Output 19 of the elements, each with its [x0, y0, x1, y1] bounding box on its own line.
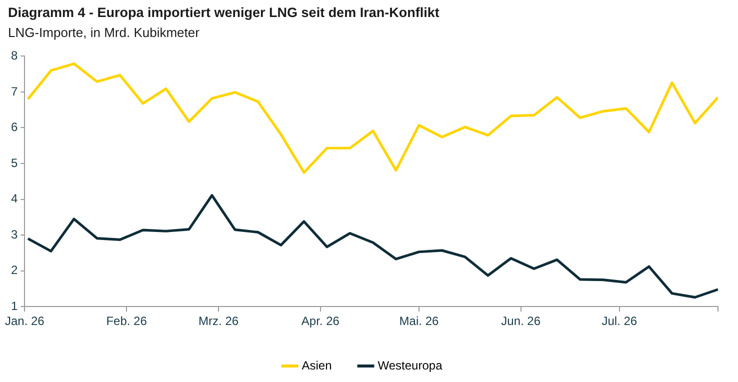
y-tick-label: 8 — [10, 48, 18, 63]
x-tick-label: Jun. 26 — [501, 314, 541, 328]
y-tick-label: 2 — [10, 263, 18, 278]
chart-title: Diagramm 4 - Europa importiert weniger LNG seit dem Iran-Konflikt — [8, 5, 440, 20]
x-tick-label: Jul. 26 — [602, 314, 638, 328]
y-tick-label: 7 — [10, 84, 18, 98]
x-tick-label: Feb. 26 — [106, 314, 148, 328]
chart-subtitle: LNG-Importe, in Mrd. Kubikmeter — [8, 25, 200, 40]
x-tick-label: Mrz. 26 — [198, 314, 239, 328]
legend-label: Westeuropa — [378, 358, 443, 372]
y-tick-label: 6 — [10, 120, 18, 134]
y-tick-label: 5 — [10, 156, 18, 170]
x-tick-label: Jan. 26 — [4, 314, 45, 328]
y-tick-label: 4 — [10, 192, 18, 206]
x-tick-label: Mai. 26 — [399, 314, 439, 328]
x-tick-label: Apr. 26 — [301, 314, 340, 328]
y-tick-label: 3 — [10, 227, 18, 242]
legend-label: Asien — [302, 358, 332, 372]
y-tick-label: 1 — [10, 298, 18, 313]
